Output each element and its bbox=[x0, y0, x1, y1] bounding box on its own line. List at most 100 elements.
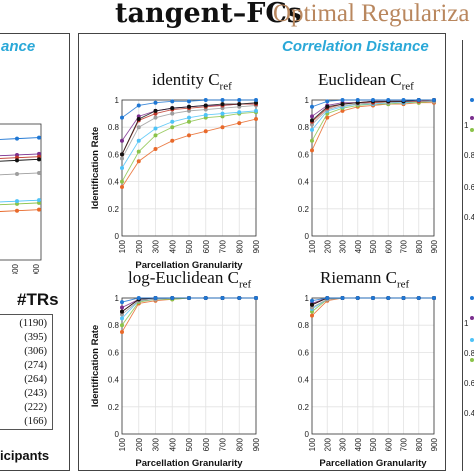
x-tick-label: 300 bbox=[339, 239, 348, 253]
data-point bbox=[136, 117, 141, 122]
chart-title-riemann-sub: ref bbox=[396, 278, 410, 291]
data-point bbox=[371, 98, 375, 102]
y-tick-label: 0.4 bbox=[108, 178, 120, 187]
x-tick-label: 100 bbox=[118, 437, 127, 451]
data-point bbox=[120, 166, 124, 170]
data-point bbox=[203, 129, 208, 134]
data-point bbox=[120, 305, 124, 310]
figure-title: tangent–FCs bbox=[115, 0, 303, 29]
y-tick-label: 1 bbox=[115, 96, 120, 105]
x-tick-label: 100 bbox=[118, 239, 127, 253]
data-point bbox=[220, 296, 225, 300]
data-point bbox=[120, 156, 124, 161]
data-point bbox=[153, 296, 158, 300]
data-point bbox=[203, 103, 208, 108]
trs-value: (1190) bbox=[19, 318, 47, 329]
x-tick-label: 700 bbox=[219, 239, 228, 253]
x-tick-label: 900 bbox=[430, 437, 439, 451]
x-tick-label: 900 bbox=[430, 239, 439, 253]
data-point bbox=[203, 98, 208, 102]
x-tick-label: 700 bbox=[219, 437, 228, 451]
data-point bbox=[237, 296, 242, 300]
data-point bbox=[254, 117, 258, 122]
chart-title-identity: identity Cref bbox=[152, 70, 232, 92]
data-point bbox=[340, 296, 345, 300]
y-tick-label: 0.2 bbox=[108, 205, 120, 214]
y-tick-label: 0.2 bbox=[298, 403, 310, 412]
left-data-point bbox=[15, 171, 19, 176]
x-tick-label: 300 bbox=[339, 437, 348, 451]
x-tick-label: 800 bbox=[235, 437, 244, 451]
right-tick-label: 0.4 bbox=[464, 213, 474, 222]
left-series-line bbox=[0, 199, 40, 203]
left-panel: ance 700800900ularity #TRs f (1190)(395)… bbox=[0, 33, 70, 471]
right-data-point bbox=[470, 338, 474, 342]
x-axis-label: Parcellation Granularity bbox=[135, 260, 243, 270]
x-tick-label: 800 bbox=[235, 239, 244, 253]
y-tick-label: 0 bbox=[115, 430, 120, 439]
data-point bbox=[153, 126, 158, 131]
data-point bbox=[203, 296, 208, 300]
x-tick-label: 400 bbox=[168, 437, 177, 451]
data-point bbox=[153, 115, 158, 120]
data-point bbox=[120, 115, 124, 120]
x-tick-label: 200 bbox=[323, 239, 332, 253]
x-tick-label: 800 bbox=[415, 437, 424, 451]
data-point bbox=[120, 309, 124, 314]
y-tick-label: 0 bbox=[305, 232, 310, 241]
left-partial-chart: 700800900ularity bbox=[0, 123, 42, 274]
left-plot-border bbox=[0, 123, 42, 261]
left-x-tick-label: 900 bbox=[32, 263, 41, 274]
data-point bbox=[254, 296, 258, 300]
x-tick-label: 300 bbox=[152, 239, 161, 253]
y-tick-label: 0 bbox=[305, 430, 310, 439]
data-point bbox=[340, 102, 345, 107]
trs-value: (264) bbox=[24, 374, 47, 385]
left-data-point bbox=[15, 136, 19, 141]
data-point bbox=[170, 106, 175, 111]
data-point bbox=[220, 98, 225, 102]
data-point bbox=[170, 99, 175, 104]
data-point bbox=[120, 179, 124, 184]
left-panel-title: ance bbox=[1, 38, 36, 55]
y-tick-label: 0.2 bbox=[298, 205, 310, 214]
chart-title-identity-main: identity C bbox=[152, 70, 220, 89]
left-series-line bbox=[0, 137, 40, 140]
left-data-point bbox=[15, 199, 19, 204]
data-point bbox=[170, 125, 175, 130]
data-point bbox=[432, 296, 436, 300]
x-tick-label: 100 bbox=[308, 239, 317, 253]
data-point bbox=[136, 125, 141, 130]
y-tick-label: 0.6 bbox=[298, 150, 310, 159]
data-point bbox=[310, 298, 314, 303]
right-data-point bbox=[470, 98, 474, 102]
trs-heading: #TRs bbox=[17, 290, 59, 309]
data-point bbox=[371, 296, 375, 300]
data-point bbox=[310, 127, 314, 132]
data-point bbox=[325, 296, 330, 300]
data-point bbox=[355, 98, 360, 102]
right-data-point bbox=[470, 128, 474, 132]
left-series-line bbox=[0, 202, 40, 206]
left-series-line bbox=[0, 172, 40, 176]
y-tick-label: 0.4 bbox=[298, 376, 310, 385]
y-tick-label: 1 bbox=[305, 96, 310, 105]
data-point bbox=[416, 296, 421, 300]
data-point bbox=[220, 111, 225, 116]
trs-value: (274) bbox=[24, 360, 47, 371]
chart-title-riemann: Riemann Cref bbox=[320, 268, 409, 290]
x-axis-label: Parcellation Granularity bbox=[135, 458, 243, 468]
trs-value: (306) bbox=[24, 346, 47, 357]
data-point bbox=[187, 296, 191, 300]
x-tick-label: 200 bbox=[135, 239, 144, 253]
y-tick-label: 0.6 bbox=[298, 348, 310, 357]
data-point bbox=[153, 133, 158, 138]
y-tick-label: 0.8 bbox=[108, 321, 120, 330]
left-data-point bbox=[37, 207, 41, 212]
y-tick-label: 0.6 bbox=[108, 348, 120, 357]
data-point bbox=[203, 112, 208, 117]
data-point bbox=[386, 98, 391, 102]
trs-legend-box: (1190) (395) (306) (274) (264) (243) (222) (166… bbox=[0, 314, 53, 430]
data-point bbox=[325, 99, 330, 104]
right-tick-label: 1 bbox=[464, 121, 469, 130]
